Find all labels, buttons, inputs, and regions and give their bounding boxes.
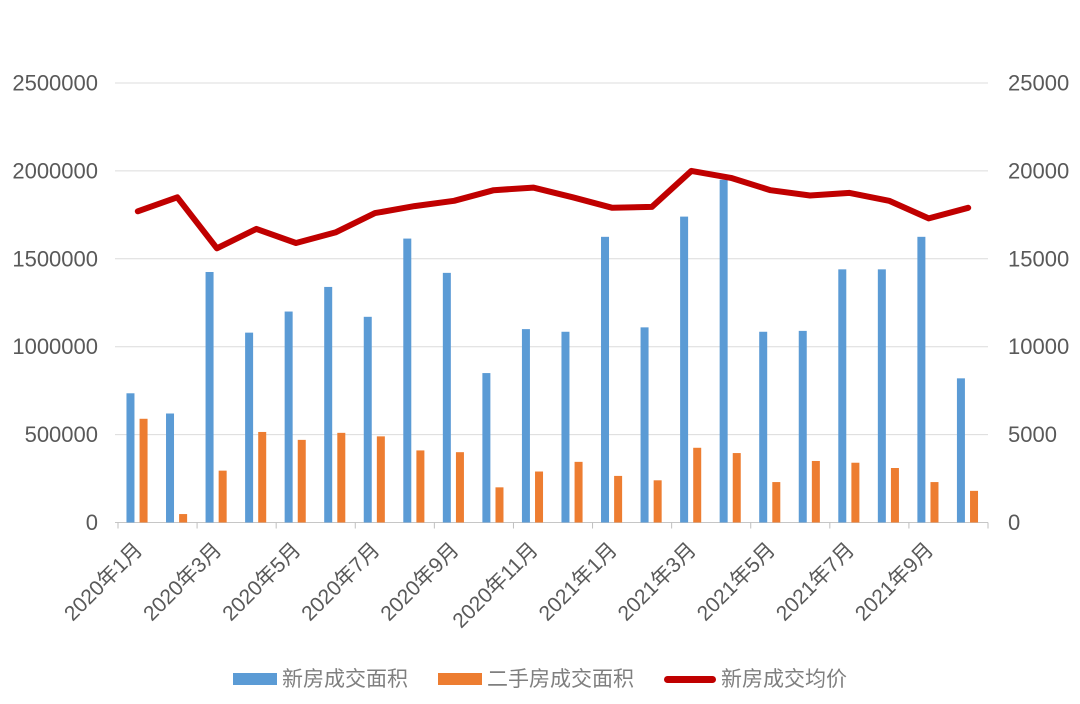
- right-axis-labels: 0 5000 10000 15000 20000 25000: [1008, 71, 1069, 536]
- bar-new-house-area: [482, 373, 491, 523]
- x-axis-tick-label: 2020年1月: [60, 538, 147, 625]
- bar-second-hand-area: [218, 470, 227, 523]
- bar-second-hand-area: [455, 452, 464, 523]
- bar-new-house-area: [719, 179, 728, 523]
- bar-second-hand-area: [139, 418, 148, 523]
- legend-swatch-avg-price: [664, 675, 716, 683]
- bar-second-hand-area: [535, 471, 544, 523]
- left-axis-tick-label: 1500000: [12, 246, 98, 271]
- left-axis-tick-label: 500000: [25, 422, 98, 447]
- right-axis-tick-label: 15000: [1008, 246, 1069, 271]
- legend-item-avg-price: 新房成交均价: [664, 669, 847, 690]
- bar-new-house-area: [759, 331, 768, 523]
- bar-second-hand-area: [376, 436, 385, 523]
- legend-label-second-hand-area: 二手房成交面积: [487, 667, 634, 691]
- bar-new-house-area: [956, 378, 965, 523]
- bar-new-house-area: [798, 330, 807, 523]
- bar-second-hand-area: [337, 432, 346, 523]
- bar-new-house-area: [403, 238, 412, 523]
- bar-second-hand-area: [495, 487, 504, 523]
- right-axis-tick-label: 20000: [1008, 158, 1069, 183]
- right-axis-tick-label: 5000: [1008, 422, 1057, 447]
- right-axis-tick-label: 25000: [1008, 71, 1069, 96]
- legend-swatch-new-house-area: [233, 673, 277, 685]
- x-axis-tick-label: 2021年7月: [772, 538, 859, 625]
- bar-new-house-area: [166, 413, 175, 523]
- legend-label-new-house-area: 新房成交面积: [282, 667, 408, 691]
- bar-new-house-area: [917, 236, 926, 523]
- bar-new-house-area: [640, 327, 649, 523]
- legend-label-avg-price: 新房成交均价: [721, 667, 847, 691]
- bars-new-house-area: [126, 179, 965, 523]
- left-axis-tick-label: 0: [86, 510, 98, 535]
- bar-second-hand-area: [297, 439, 306, 523]
- legend-item-second-hand-area: 二手房成交面积: [438, 669, 634, 690]
- x-axis-labels: 2020年1月2020年3月2020年5月2020年7月2020年9月2020年…: [60, 538, 938, 632]
- bar-second-hand-area: [614, 475, 623, 523]
- bar-second-hand-area: [732, 453, 741, 523]
- bar-new-house-area: [601, 236, 610, 523]
- bar-second-hand-area: [258, 431, 267, 523]
- x-axis-tick-label: 2020年11月: [448, 538, 542, 632]
- bar-second-hand-area: [890, 468, 899, 523]
- bar-new-house-area: [126, 393, 135, 523]
- bar-second-hand-area: [851, 462, 860, 523]
- left-axis-tick-label: 2500000: [12, 71, 98, 96]
- bar-second-hand-area: [179, 514, 188, 523]
- bar-new-house-area: [245, 332, 254, 523]
- bar-second-hand-area: [653, 480, 662, 523]
- bar-new-house-area: [324, 286, 333, 523]
- bar-new-house-area: [205, 271, 214, 523]
- right-axis-tick-label: 10000: [1008, 334, 1069, 359]
- bars-second-hand-area: [139, 418, 979, 523]
- left-axis-tick-label: 1000000: [12, 334, 98, 359]
- x-axis-tick-label: 2021年3月: [614, 538, 701, 625]
- x-axis-tick-label: 2021年1月: [535, 538, 622, 625]
- bar-new-house-area: [284, 311, 293, 523]
- x-axis-tick-label: 2020年3月: [139, 538, 226, 625]
- x-axis-tick-label: 2020年5月: [218, 538, 305, 625]
- bar-new-house-area: [521, 329, 530, 523]
- left-axis-tick-label: 2000000: [12, 158, 98, 183]
- x-axis: [115, 522, 989, 529]
- bar-second-hand-area: [772, 482, 781, 523]
- bar-new-house-area: [363, 316, 372, 523]
- x-axis-tick-label: 2020年9月: [376, 538, 463, 625]
- x-axis-tick-label: 2020年7月: [297, 538, 384, 625]
- left-axis-labels: 0 500000 1000000 1500000 2000000 2500000: [12, 71, 98, 536]
- bar-second-hand-area: [930, 482, 939, 523]
- bar-second-hand-area: [811, 460, 820, 523]
- legend-item-new-house-area: 新房成交面积: [233, 669, 408, 690]
- bar-new-house-area: [877, 269, 886, 523]
- bar-new-house-area: [442, 272, 451, 523]
- bar-second-hand-area: [693, 447, 702, 523]
- price-line: [134, 167, 972, 252]
- bar-second-hand-area: [574, 461, 583, 523]
- bar-new-house-area: [838, 269, 847, 523]
- bar-new-house-area: [680, 216, 689, 523]
- bar-new-house-area: [561, 331, 570, 523]
- right-axis-tick-label: 0: [1008, 510, 1020, 535]
- legend: 新房成交面积 二手房成交面积 新房成交均价: [0, 664, 1080, 694]
- legend-swatch-second-hand-area: [438, 673, 482, 685]
- x-axis-tick-label: 2021年5月: [693, 538, 780, 625]
- x-axis-tick-label: 2021年9月: [851, 538, 938, 625]
- bar-second-hand-area: [416, 450, 425, 523]
- bar-second-hand-area: [970, 490, 979, 523]
